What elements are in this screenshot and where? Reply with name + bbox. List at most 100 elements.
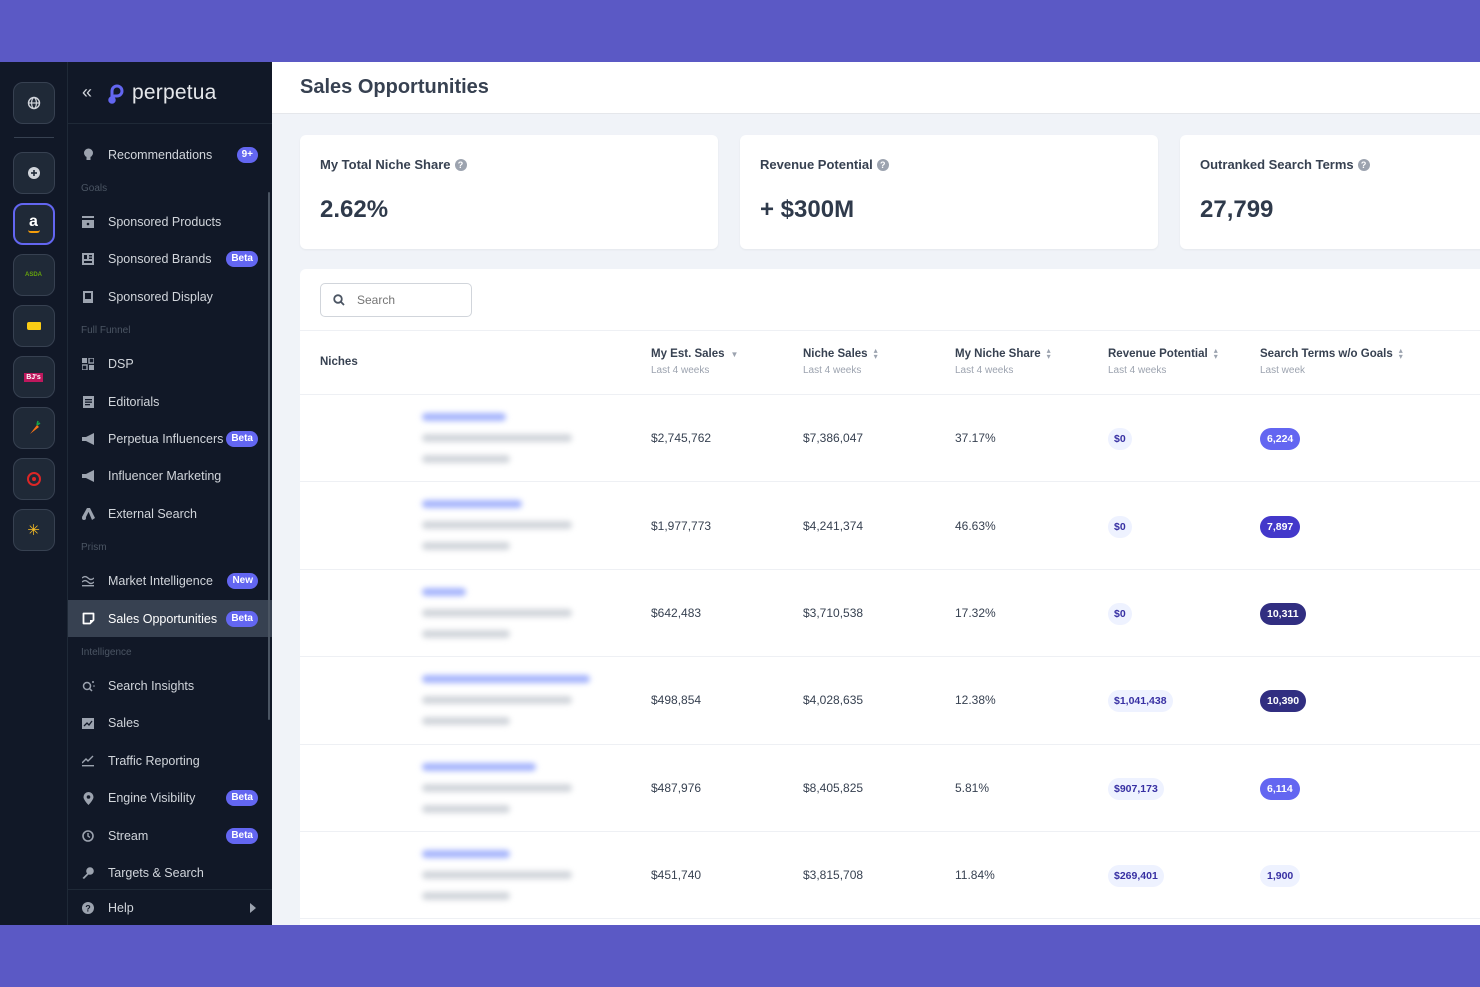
table-row[interactable]: $498,854 $4,028,635 12.38% $1,041,438 10… [300,657,1480,745]
bjs-icon[interactable]: BJ's [12,356,55,398]
sidebar-item-sponsored-brands[interactable]: Sponsored Brands Beta [68,241,272,278]
revenue-potential-pill: $907,173 [1108,777,1164,800]
niche-name-blurred[interactable] [422,849,572,900]
table-header: Niches My Est. Sales ▼ Last 4 weeks Niche… [300,331,1480,395]
niche-name-blurred[interactable] [422,587,572,638]
table-row[interactable]: $642,483 $3,710,538 17.32% $0 10,311 [300,570,1480,658]
search-terms-pill[interactable]: 7,897 [1260,515,1301,538]
sidebar-header: « perpetua [68,62,272,124]
sidebar-item-editorials[interactable]: Editorials [68,383,272,420]
page-header: Sales Opportunities [272,62,1480,114]
col-revenue-potential[interactable]: Revenue Potential ▴ ▾ Last 4 weeks [1108,346,1218,377]
sidebar-item-engine-visibility[interactable]: Engine Visibility Beta [68,779,272,816]
sidebar: « perpetua Recommendations 9+ Goals Spon… [68,62,272,925]
recommendations-count-badge: 9+ [236,146,258,163]
wave-chart-icon [81,574,95,588]
location-pin-icon [81,791,95,805]
amazon-icon[interactable]: a [12,203,55,245]
sidebar-item-influencer-marketing[interactable]: Influencer Marketing [68,458,272,495]
search-box[interactable] [320,283,472,317]
help-icon[interactable]: ? [1357,158,1370,171]
global-icon[interactable] [12,82,55,124]
asda-icon[interactable]: ASDA [12,254,55,296]
sort-icon: ▴ ▾ [1046,346,1051,361]
table-row[interactable]: $1,977,773 $4,241,374 46.63% $0 7,897 [300,482,1480,570]
search-terms-pill[interactable]: 6,224 [1260,428,1301,451]
niche-share-cell: 37.17% [955,431,996,446]
niches-table-panel: Niches My Est. Sales▼ Last 4 weeks Niche… [300,269,1480,925]
sidebar-item-sales[interactable]: Sales [68,705,272,742]
my-est-sales-cell: $451,740 [651,868,702,883]
search-input[interactable] [357,293,457,307]
sidebar-item-sponsored-products[interactable]: Sponsored Products [68,203,272,240]
sidebar-item-search-insights[interactable]: Search Insights [68,667,272,704]
expand-right-icon [250,902,256,913]
revenue-potential-pill: $0 [1108,602,1132,625]
sidebar-item-dsp[interactable]: DSP [68,346,272,383]
my-est-sales-cell: $498,854 [651,693,702,708]
table-row[interactable]: $2,745,762 $7,386,047 37.17% $0 6,224 [300,395,1480,483]
main-content: Sales Opportunities My Total Niche Share… [272,62,1480,925]
my-est-sales-cell: $1,977,773 [651,518,712,533]
tag-icon[interactable] [12,305,55,347]
beta-badge: Beta [226,827,258,844]
table-row[interactable]: $487,976 $8,405,825 5.81% $907,173 6,114 [300,745,1480,832]
col-my-est-sales[interactable]: My Est. Sales ▼ Last 4 weeks [651,348,739,376]
col-my-niche-share[interactable]: My Niche Share ▴ ▾ Last 4 weeks [955,346,1051,377]
sidebar-item-traffic-reporting[interactable]: Traffic Reporting [68,742,272,779]
revenue-potential-pill: $0 [1108,428,1132,451]
rail-divider [13,137,54,138]
niche-name-blurred[interactable] [422,675,590,726]
search-terms-pill[interactable]: 6,114 [1260,777,1300,800]
niche-share-cell: 12.38% [955,693,996,708]
sidebar-item-stream[interactable]: Stream Beta [68,817,272,854]
niche-sales-cell: $3,710,538 [803,605,864,620]
lightbulb-icon [81,148,95,162]
sidebar-scrollbar[interactable] [268,192,270,720]
my-est-sales-cell: $2,745,762 [651,431,712,446]
sidebar-item-recommendations[interactable]: Recommendations 9+ [68,136,272,173]
section-goals: Goals [81,182,108,194]
google-ads-icon [81,507,95,521]
help-icon[interactable]: ? [454,158,467,171]
sidebar-item-sales-opportunities[interactable]: Sales Opportunities Beta [68,599,272,638]
target-icon[interactable] [12,458,55,500]
store-icon [81,215,95,229]
sidebar-item-external-search[interactable]: External Search [68,495,272,532]
revenue-potential-pill: $1,041,438 [1108,690,1173,713]
megaphone-icon [81,469,95,483]
sidebar-item-targets-search[interactable]: Targets & Search [68,854,272,891]
sidebar-item-market-intelligence[interactable]: Market Intelligence New [68,563,272,600]
niche-sales-cell: $7,386,047 [803,431,864,446]
my-est-sales-cell: $487,976 [651,780,702,795]
new-badge: New [227,573,258,590]
article-icon [81,395,95,409]
collapse-sidebar-icon[interactable]: « [82,82,93,102]
sidebar-item-sponsored-display[interactable]: Sponsored Display [68,278,272,315]
sort-icon: ▴ ▾ [1398,346,1403,361]
sidebar-item-help[interactable]: ? Help [68,889,272,925]
col-niche-sales[interactable]: Niche Sales ▴ ▾ Last 4 weeks [803,346,878,377]
carrot-icon[interactable] [12,407,55,449]
total-niche-share-value: 2.62% [320,196,389,223]
search-terms-pill[interactable]: 10,311 [1260,602,1306,625]
display-icon [81,290,95,304]
niche-name-blurred[interactable] [422,762,572,813]
search-sparkle-icon [81,679,95,693]
perpetua-logo[interactable]: perpetua [106,81,217,105]
sort-desc-icon: ▼ [730,349,739,359]
table-row[interactable]: $451,740 $3,815,708 11.84% $269,401 1,90… [300,832,1480,920]
walmart-icon[interactable]: ✳ [12,509,55,551]
search-terms-pill[interactable]: 1,900 [1260,865,1301,888]
add-marketplace-icon[interactable] [12,152,55,194]
help-icon[interactable]: ? [876,158,889,171]
dashboard-grid-icon [81,357,95,371]
table-body: $2,745,762 $7,386,047 37.17% $0 6,224 $1… [300,395,1480,920]
col-search-terms-without-goals[interactable]: Search Terms w/o Goals ▴ ▾ Last week [1260,346,1403,377]
sidebar-item-perpetua-influencers[interactable]: Perpetua Influencers Beta [68,420,272,457]
niche-name-blurred[interactable] [422,413,572,463]
search-terms-pill[interactable]: 10,390 [1260,690,1307,713]
niche-share-cell: 5.81% [955,780,990,795]
search-icon [333,294,345,306]
niche-name-blurred[interactable] [422,500,572,551]
